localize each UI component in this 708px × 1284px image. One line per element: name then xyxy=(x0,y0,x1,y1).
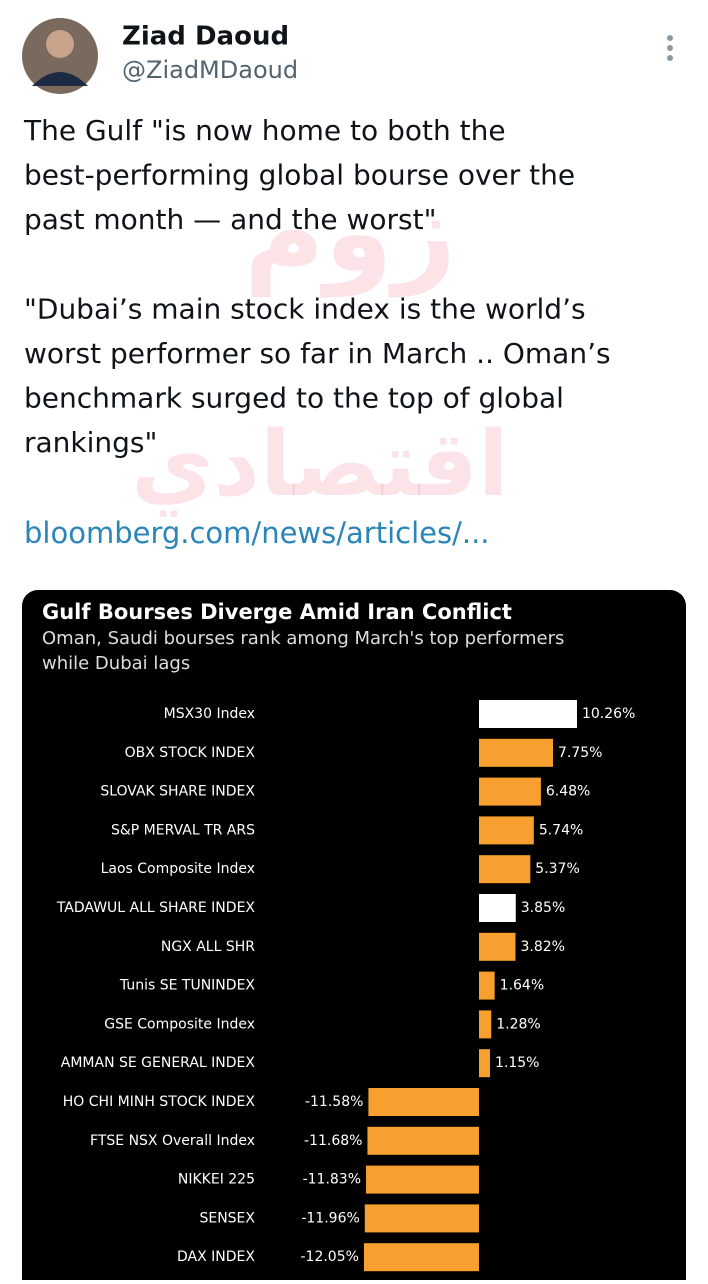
bar xyxy=(479,1049,490,1078)
value-label: 3.82% xyxy=(520,939,564,955)
value-label: -11.68% xyxy=(304,1133,362,1149)
link[interactable]: bloomberg.com/news/articles/... xyxy=(24,516,490,550)
watermark-line: زوم xyxy=(244,168,456,297)
category-label: SENSEX xyxy=(199,1210,255,1226)
bar xyxy=(479,777,541,806)
value-label: 7.75% xyxy=(558,745,602,761)
category-label: HO CHI MINH STOCK INDEX xyxy=(63,1094,256,1110)
chart: Oman, Saudi bourses rank among March's t… xyxy=(42,628,635,1272)
value-label: 1.64% xyxy=(500,978,544,994)
bar xyxy=(364,1204,479,1233)
tweet-line: "Dubai’s main stock index is the world’s xyxy=(24,293,586,326)
category-label: Tunis SE TUNINDEX xyxy=(119,978,255,994)
value-label: 5.74% xyxy=(539,822,583,838)
chart-title: Gulf Bourses Diverge Amid Iran Conflict xyxy=(42,600,512,624)
user-name[interactable]: Ziad Daoud xyxy=(122,22,289,52)
category-label: S&P MERVAL TR ARS xyxy=(111,822,255,838)
value-label: -11.83% xyxy=(303,1172,361,1188)
value-label: 1.28% xyxy=(496,1016,540,1032)
category-label: NGX ALL SHR xyxy=(161,939,255,955)
avatar-face xyxy=(46,30,74,58)
bar xyxy=(479,932,516,961)
value-label: 5.37% xyxy=(535,861,579,877)
chart-subtitle: Oman, Saudi bourses rank among March's t… xyxy=(42,628,564,649)
watermark: زوم اقتصادي xyxy=(131,168,509,517)
category-label: MSX30 Index xyxy=(164,706,255,722)
user-handle[interactable]: @ZiadMDaoud xyxy=(122,56,298,84)
tweet-line: worst performer so far in March .. Oman’… xyxy=(24,337,611,370)
value-label: -11.58% xyxy=(305,1094,363,1110)
category-label: SLOVAK SHARE INDEX xyxy=(100,784,255,800)
tweet-line: rankings" xyxy=(24,426,157,459)
bar xyxy=(479,700,577,728)
tweet-line: benchmark surged to the top of global xyxy=(24,382,564,415)
tweet-line: The Gulf "is now home to both the xyxy=(23,114,506,147)
bar xyxy=(479,738,554,767)
category-label: OBX STOCK INDEX xyxy=(125,745,256,761)
bar xyxy=(366,1165,479,1194)
value-label: 6.48% xyxy=(546,784,590,800)
chart-subtitle: while Dubai lags xyxy=(42,653,190,674)
bar xyxy=(479,1010,492,1039)
bar xyxy=(367,1126,479,1155)
bar xyxy=(363,1243,479,1272)
bar xyxy=(479,894,516,922)
category-label: NIKKEI 225 xyxy=(178,1172,255,1188)
tweet-text: The Gulf "is now home to both the best-pe… xyxy=(23,114,611,459)
category-label: Laos Composite Index xyxy=(101,861,255,877)
category-label: TADAWUL ALL SHARE INDEX xyxy=(56,900,256,916)
more-menu[interactable] xyxy=(667,35,673,61)
tweet-line: past month — and the worst" xyxy=(24,203,437,236)
category-label: GSE Composite Index xyxy=(104,1016,255,1032)
value-label: -11.96% xyxy=(301,1210,359,1226)
bar xyxy=(368,1088,479,1116)
avatar-suit xyxy=(32,72,88,86)
bar xyxy=(479,971,495,1000)
value-label: -12.05% xyxy=(300,1249,358,1265)
value-label: 10.26% xyxy=(582,706,635,722)
value-label: 3.85% xyxy=(521,900,565,916)
bar xyxy=(479,855,531,884)
category-label: AMMAN SE GENERAL INDEX xyxy=(61,1055,256,1071)
bar xyxy=(479,816,534,845)
category-label: DAX INDEX xyxy=(177,1249,255,1265)
category-label: FTSE NSX Overall Index xyxy=(90,1133,255,1149)
watermark-line: اقتصادي xyxy=(131,412,509,517)
tweet-line: best-performing global bourse over the xyxy=(24,159,575,192)
value-label: 1.15% xyxy=(495,1055,539,1071)
